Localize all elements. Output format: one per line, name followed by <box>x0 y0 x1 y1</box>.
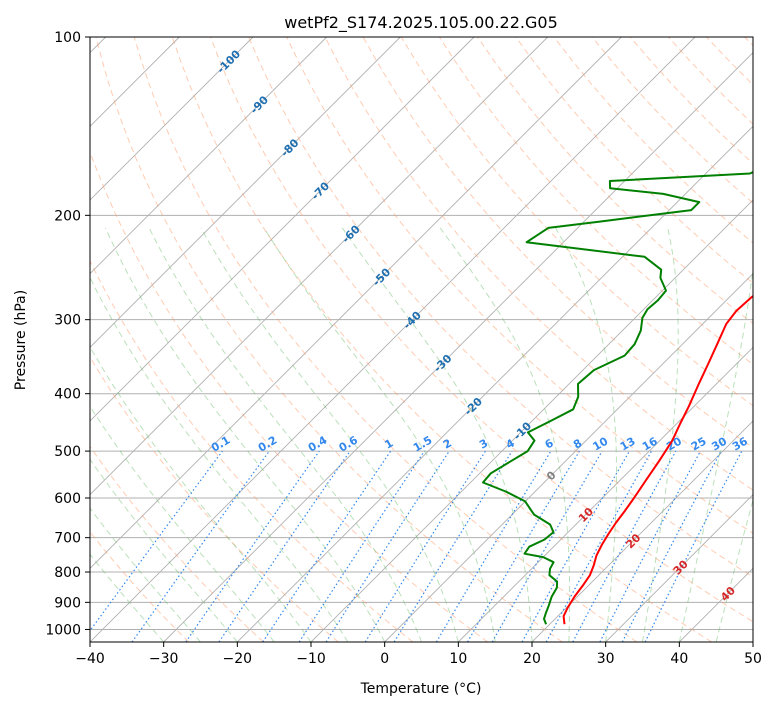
moist-adiabat <box>90 345 312 642</box>
x-tick-label: −40 <box>75 651 105 667</box>
isotherm-line <box>531 420 753 642</box>
mixing-ratio-line <box>131 450 270 642</box>
mixing-ratio-line <box>521 450 631 642</box>
dry-adiabat <box>90 445 264 642</box>
isotherm-line <box>90 37 254 201</box>
x-tick-label: 20 <box>523 651 541 667</box>
isotherm-line <box>90 37 622 569</box>
dry-adiabat <box>210 37 753 623</box>
y-tick-label: 600 <box>54 491 81 507</box>
moist-adiabat <box>90 507 201 642</box>
y-axis: 100 200 300 400 500 600 700 800 900 1000 <box>45 30 90 638</box>
x-tick-label: 40 <box>670 651 688 667</box>
y-tick-label: 100 <box>54 30 81 46</box>
mixing-ratio-line <box>218 450 351 642</box>
chart-title: wetPf2_S174.2025.105.00.22.G05 <box>284 13 558 33</box>
mixing-ratio-line <box>545 450 653 642</box>
x-axis: −40 −30 −20 −10 0 10 20 30 40 50 <box>75 642 762 667</box>
dry-adiabat <box>95 37 563 642</box>
moist-adiabat <box>148 227 422 642</box>
y-tick-label: 200 <box>54 208 81 224</box>
reference-lines <box>90 37 753 642</box>
dry-adiabat <box>248 37 753 578</box>
mixing-ratio-line <box>298 450 425 642</box>
dewpoint-profile-line <box>482 171 753 625</box>
x-tick-label: 30 <box>597 651 615 667</box>
mixing-ratio-line <box>325 450 450 642</box>
isotherm-line <box>237 125 753 642</box>
x-tick-label: 50 <box>744 651 762 667</box>
y-axis-title: Pressure (hPa) <box>13 290 29 390</box>
x-tick-label: −30 <box>149 651 179 667</box>
isotherm-line <box>163 52 753 642</box>
dry-adiabat <box>324 37 753 491</box>
mixing-ratio-line <box>572 450 677 642</box>
moist-adiabat <box>555 227 617 642</box>
isotherm-line <box>605 494 753 642</box>
x-tick-label: 0 <box>380 651 389 667</box>
temperature-profile-line <box>562 294 753 625</box>
isotherm-line <box>384 273 753 642</box>
isotherm-line <box>90 37 696 642</box>
x-axis-title: Temperature (°C) <box>360 681 482 697</box>
moist-adiabat <box>90 405 275 642</box>
moist-adiabat <box>439 227 571 642</box>
moist-adiabat <box>642 227 679 642</box>
y-tick-label: 400 <box>54 387 81 403</box>
isotherm-line <box>90 37 548 496</box>
dry-adiabat <box>90 259 414 642</box>
mixing-ratio-line <box>90 450 223 632</box>
y-tick-label: 700 <box>54 531 81 547</box>
x-tick-label: 10 <box>449 651 467 667</box>
isotherm-line <box>458 346 753 642</box>
moist-adiabat <box>104 227 386 642</box>
y-tick-label: 800 <box>54 565 81 581</box>
mixing-ratio-line <box>393 450 513 642</box>
plot-frame <box>89 36 754 643</box>
moist-adiabat <box>715 498 753 642</box>
x-tick-label: −20 <box>223 651 253 667</box>
dry-adiabat <box>286 37 753 534</box>
isotherm-line <box>90 37 475 422</box>
dry-adiabat <box>515 37 753 284</box>
y-tick-label: 1000 <box>45 622 81 638</box>
isotherm-line <box>90 37 401 348</box>
mixing-ratio-line <box>185 450 320 642</box>
moist-adiabat <box>90 458 238 642</box>
sounding-series <box>482 171 753 625</box>
dry-adiabat <box>133 37 638 642</box>
mixing-ratio-line <box>644 450 743 642</box>
isotherm-line <box>90 37 327 275</box>
moist-adiabat <box>678 265 753 642</box>
y-tick-label: 500 <box>54 444 81 460</box>
moist-adiabat <box>341 227 533 642</box>
x-tick-label: −10 <box>296 651 326 667</box>
mixing-ratio-line <box>262 450 392 642</box>
y-tick-label: 300 <box>54 313 81 329</box>
y-tick-label: 900 <box>54 595 81 611</box>
moist-adiabat <box>200 227 459 642</box>
dry-adiabat <box>90 356 339 642</box>
